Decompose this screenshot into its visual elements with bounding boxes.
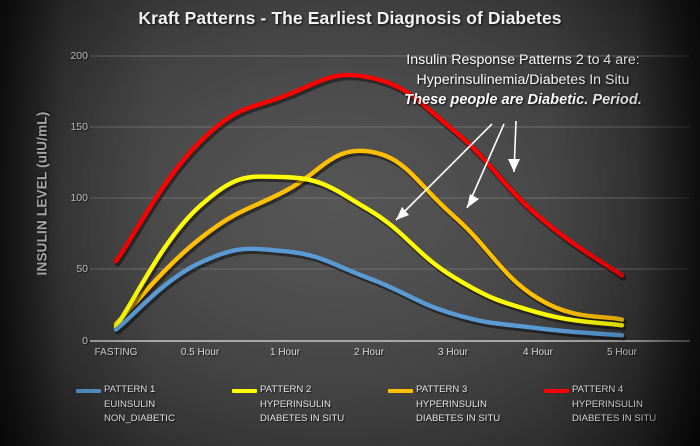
chart-legend: PATTERN 1 EUINSULIN NON_DIABETIC PATTERN…: [0, 383, 700, 427]
legend-item-pattern-4[interactable]: PATTERN 4 HYPERINSULIN DIABETES IN SITU: [544, 383, 700, 427]
legend-sub1-pattern-3: HYPERINSULIN: [416, 398, 487, 410]
legend-label-pattern-1: PATTERN 1: [104, 384, 156, 395]
legend-sub2-pattern-2: DIABETES IN SITU: [260, 413, 345, 424]
x-tick-1-hour: 1 Hour: [269, 347, 300, 358]
annotation-line-3: These people are Diabetic. Period.: [404, 92, 642, 108]
series-line-pattern-4: [113, 72, 625, 278]
y-tick-150: 150: [70, 121, 88, 133]
y-tick-50: 50: [76, 263, 88, 275]
legend-swatch-icon-pattern-4: [544, 389, 569, 393]
legend-swatch-icon-pattern-1: [76, 389, 101, 393]
legend-label-pattern-3: PATTERN 3: [416, 384, 468, 395]
legend-label-pattern-2: PATTERN 2: [260, 384, 312, 395]
x-tick-fasting: FASTING: [94, 347, 138, 358]
legend-sub2-pattern-3: DIABETES IN SITU: [416, 413, 501, 424]
series-line-pattern-2: [113, 174, 625, 329]
series-line-pattern-3: [113, 148, 625, 327]
annotation-line-2: Hyperinsulinemia/Diabetes In Situ: [416, 72, 630, 88]
annotation-line-1: Insulin Response Patterns 2 to 4 are:: [406, 52, 640, 68]
y-tick-0: 0: [82, 335, 88, 347]
legend-item-pattern-1[interactable]: PATTERN 1 EUINSULIN NON_DIABETIC: [76, 383, 232, 427]
arrow-to-pattern-4: [508, 120, 520, 173]
legend-sub1-pattern-1: EUINSULIN: [104, 398, 156, 410]
legend-item-pattern-2[interactable]: PATTERN 2 HYPERINSULIN DIABETES IN SITU: [232, 383, 388, 427]
x-tick-0-5-hour: 0.5 Hour: [180, 347, 220, 358]
annotation-callout: Insulin Response Patterns 2 to 4 are: Hy…: [358, 50, 688, 110]
legend-sub1-pattern-4: HYPERINSULIN: [572, 398, 643, 410]
legend-sub1-pattern-2: HYPERINSULIN: [260, 398, 331, 410]
legend-item-pattern-3[interactable]: PATTERN 3 HYPERINSULIN DIABETES IN SITU: [388, 383, 544, 427]
legend-sub2-pattern-1: NON_DIABETIC: [104, 413, 175, 424]
y-tick-200: 200: [70, 50, 88, 62]
legend-swatch-icon-pattern-2: [232, 389, 257, 393]
x-tick-3-hour: 3 Hour: [437, 347, 468, 358]
legend-sub2-pattern-4: DIABETES IN SITU: [572, 413, 657, 424]
callout-arrows: [395, 120, 520, 221]
series-line-pattern-1: [113, 246, 625, 338]
chart-title: Kraft Patterns - The Earliest Diagnosis …: [138, 8, 562, 28]
legend-label-pattern-4: PATTERN 4: [572, 384, 624, 395]
series-paths: [113, 72, 627, 341]
arrow-to-pattern-2: [395, 123, 493, 221]
x-tick-5-hour: 5 Hour: [606, 347, 637, 358]
arrow-to-pattern-3: [466, 123, 505, 209]
y-tick-100: 100: [70, 192, 88, 204]
x-tick-2-hour: 2 Hour: [353, 347, 384, 358]
legend-swatch-icon-pattern-3: [388, 389, 413, 393]
series-line-shadow: [114, 149, 627, 330]
x-tick-4-hour: 4 Hour: [522, 347, 553, 358]
